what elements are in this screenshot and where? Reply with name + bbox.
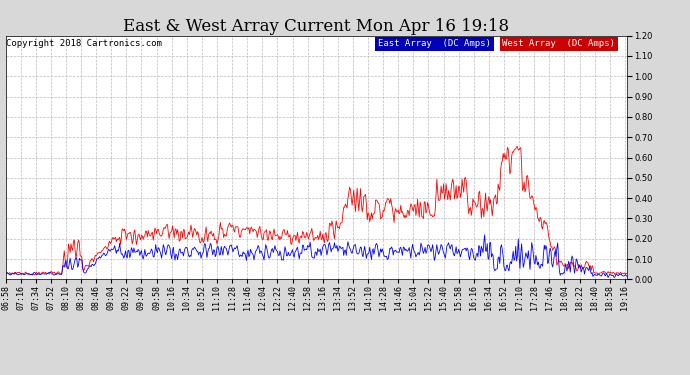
Text: Copyright 2018 Cartronics.com: Copyright 2018 Cartronics.com: [6, 39, 161, 48]
Text: West Array  (DC Amps): West Array (DC Amps): [502, 39, 615, 48]
Text: East Array  (DC Amps): East Array (DC Amps): [378, 39, 491, 48]
Title: East & West Array Current Mon Apr 16 19:18: East & West Array Current Mon Apr 16 19:…: [123, 18, 509, 36]
